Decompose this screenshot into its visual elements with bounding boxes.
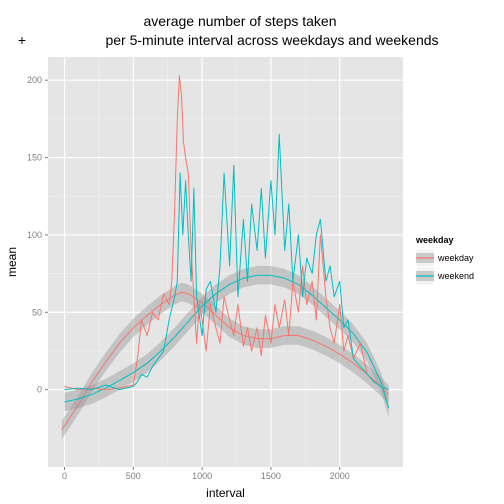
smooth-line-weekday <box>61 291 389 431</box>
corner-mark: + <box>18 32 26 48</box>
x-tick-label: 0 <box>62 471 67 481</box>
plot-panel <box>48 57 403 467</box>
y-tick-label: 50 <box>32 307 42 317</box>
smooth-layer <box>61 265 390 440</box>
series-line-weekday <box>64 75 389 391</box>
chart-title-line-2: per 5-minute interval across weekdays an… <box>105 32 438 48</box>
axis-ticks: 0 500 1000 1500 2000 0 50 100 150 200 <box>27 75 350 481</box>
x-tick-label: 500 <box>126 471 141 481</box>
y-tick-label: 100 <box>27 230 42 240</box>
legend: weekday weekday weekend <box>415 235 474 286</box>
y-tick-label: 150 <box>27 153 42 163</box>
series-line-weekend <box>64 133 389 391</box>
series-layer <box>64 75 389 391</box>
x-tick-label: 2000 <box>330 471 350 481</box>
legend-label-weekend: weekend <box>437 271 474 281</box>
y-axis-label: mean <box>5 247 19 277</box>
smooth-line-weekend <box>64 274 390 409</box>
chart-title-line-1: average number of steps taken <box>143 13 336 29</box>
x-tick-label: 1000 <box>192 471 212 481</box>
x-axis-label: interval <box>206 486 245 500</box>
x-tick-label: 1500 <box>261 471 281 481</box>
chart-title: average number of steps taken per 5-minu… <box>105 13 438 48</box>
y-tick-label: 0 <box>37 385 42 395</box>
legend-label-weekday: weekday <box>437 253 474 263</box>
confidence-band-weekday <box>61 282 389 440</box>
legend-title: weekday <box>415 235 454 245</box>
y-tick-label: 200 <box>27 75 42 85</box>
grid <box>48 57 403 467</box>
